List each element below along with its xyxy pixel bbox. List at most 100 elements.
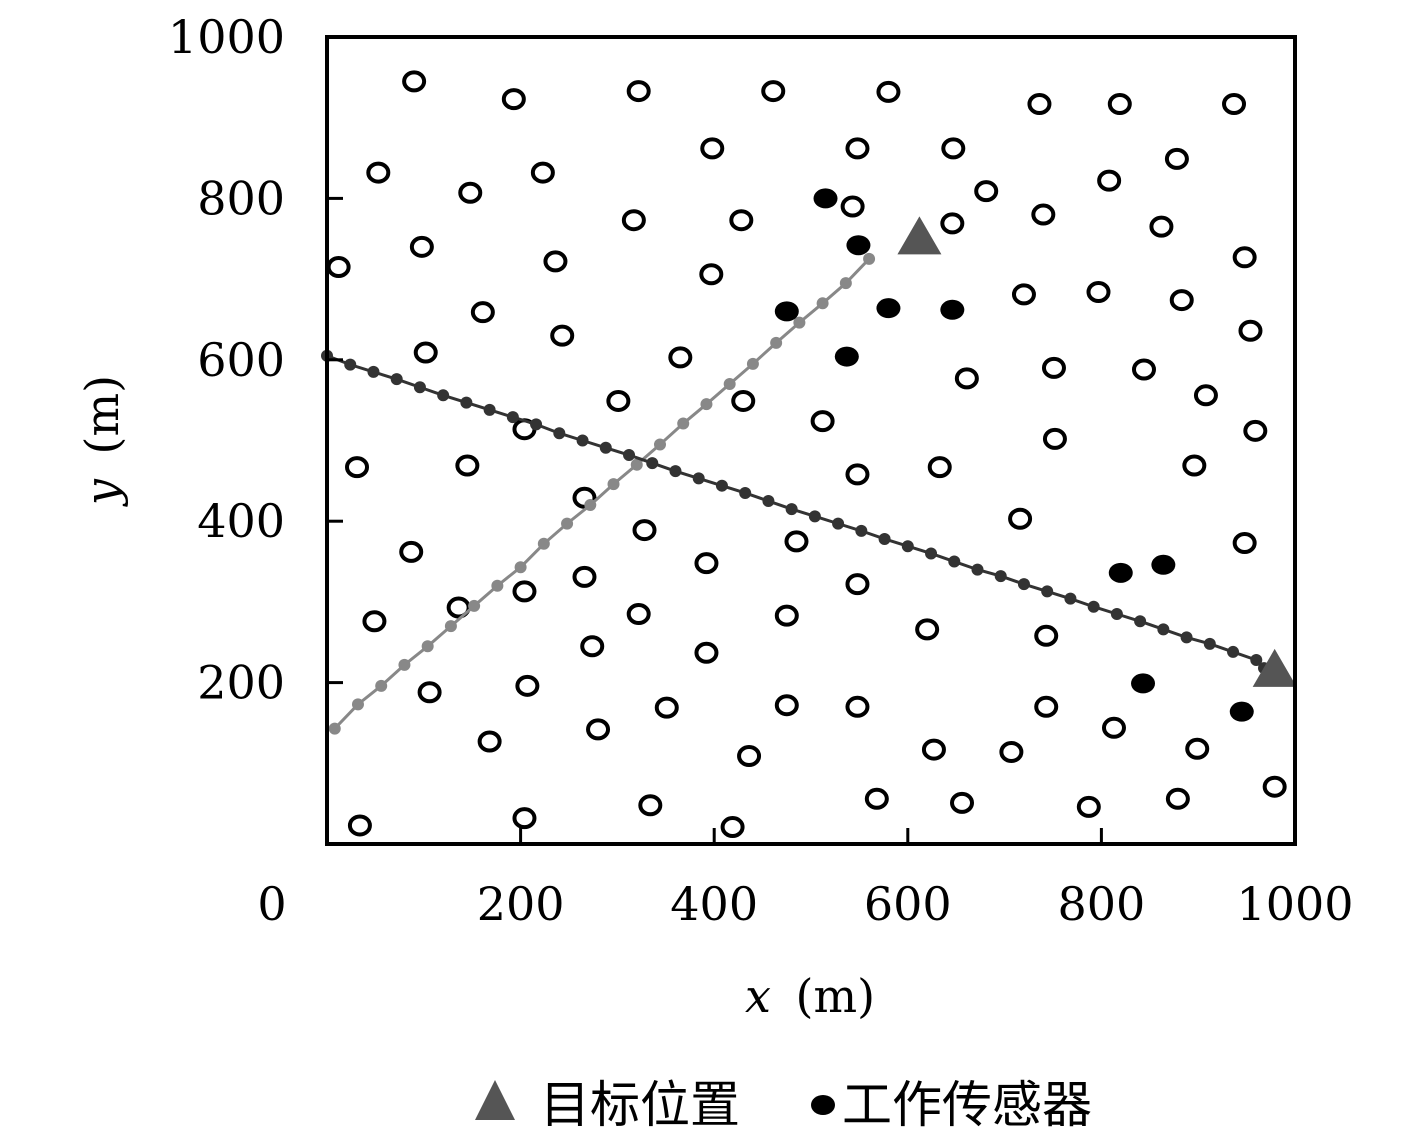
target-track-grey-point (351, 698, 364, 711)
target-track-grey-point (468, 599, 481, 612)
target-track-dark-point (1180, 631, 1193, 644)
x-tick-label: 800 (1057, 877, 1145, 931)
idle-sensor (455, 454, 480, 477)
x-axis-variable: x (745, 969, 771, 1023)
idle-sensor (729, 209, 754, 232)
idle-sensor (626, 80, 651, 103)
idle-sensor (810, 410, 835, 433)
target-track-dark-point (669, 465, 682, 478)
idle-sensor (417, 681, 442, 704)
target-track-grey-point (444, 620, 457, 633)
target-track-dark-point (808, 510, 821, 523)
working-sensor (813, 188, 838, 209)
idle-sensor (1182, 454, 1207, 477)
idle-sensor (1008, 507, 1033, 530)
target-track-grey-point (328, 722, 341, 735)
idle-sensor (954, 367, 979, 390)
target-track-grey-point (398, 658, 411, 671)
target-track-dark-point (599, 441, 612, 454)
target-track-dark-point (1250, 654, 1263, 667)
idle-sensor (1262, 775, 1287, 798)
idle-sensor (1149, 215, 1174, 238)
idle-sensor (501, 88, 526, 111)
target-track-dark-point (390, 373, 403, 386)
target-track-dark-point (762, 495, 775, 508)
idle-sensor (606, 389, 631, 412)
target-track-dark-point (692, 472, 705, 485)
idle-sensor (845, 695, 870, 718)
idle-sensor (1232, 246, 1257, 269)
y-tick-label: 200 (197, 656, 285, 710)
idle-sensor (1034, 695, 1059, 718)
y-axis-variable: y (75, 478, 129, 507)
target-track-dark-point (971, 563, 984, 576)
idle-sensor (512, 580, 537, 603)
idle-sensor (654, 696, 679, 719)
target-track-dark-point (344, 358, 357, 371)
idle-sensor (470, 301, 495, 324)
y-tick-label: 400 (197, 494, 285, 548)
target-track-grey-point (375, 679, 388, 692)
target-track-dark-point (901, 540, 914, 553)
target-track-dark-point (739, 486, 752, 499)
legend-working-sensor-label: 工作传感器 (842, 1076, 1092, 1134)
idle-sensor (720, 816, 745, 839)
legend-target-label: 目标位置 (540, 1076, 740, 1134)
working-sensor (940, 299, 965, 320)
idle-sensor (1165, 787, 1190, 810)
idle-sensor (638, 794, 663, 817)
plot-layer (321, 70, 1297, 839)
idle-sensor (974, 180, 999, 203)
target-track-grey-point (514, 561, 527, 574)
idle-sensor (1042, 427, 1067, 450)
idle-sensor (694, 552, 719, 575)
target-track-dark-point (715, 479, 728, 492)
idle-sensor (621, 209, 646, 232)
target-position (1252, 648, 1297, 687)
idle-sensor (347, 814, 372, 837)
target-track-dark-point (367, 365, 380, 378)
idle-sensor (761, 80, 786, 103)
x-axis-unit: (m) (796, 969, 876, 1023)
idle-sensor (1232, 531, 1257, 554)
idle-sensor (413, 341, 438, 364)
idle-sensor (950, 791, 975, 814)
y-axis-label: y (m) (75, 375, 129, 507)
svg-text:x (m): x (m) (745, 969, 875, 1023)
working-sensor (846, 235, 871, 256)
idle-sensor (940, 212, 965, 235)
idle-sensor (543, 250, 568, 273)
idle-sensor (530, 161, 555, 184)
target-track-dark-point (530, 418, 543, 431)
idle-sensor (632, 519, 657, 542)
idle-sensor (345, 456, 370, 479)
idle-sensor (915, 618, 940, 641)
legend: 目标位置 工作传感器 (475, 1076, 1092, 1134)
idle-sensor (1164, 147, 1189, 170)
idle-sensor (1027, 92, 1052, 115)
target-position (897, 216, 942, 255)
idle-sensor (1011, 283, 1036, 306)
target-track-dark-point (1110, 608, 1123, 621)
target-track-dark-point (1041, 585, 1054, 598)
target-track-dark-point (646, 457, 659, 470)
working-sensor (834, 346, 859, 367)
working-sensor (1151, 554, 1176, 575)
idle-sensor (1086, 281, 1111, 304)
target-track-dark-point (413, 381, 426, 394)
idle-sensor (362, 610, 387, 633)
idle-sensor (626, 603, 651, 626)
idle-sensor (399, 540, 424, 563)
target-track-dark-point (483, 403, 496, 416)
idle-sensor (731, 389, 756, 412)
target-track-dark-point (1087, 600, 1100, 613)
idle-sensor (876, 80, 901, 103)
target-track-dark-point (576, 434, 589, 447)
origin-tick-label: 0 (257, 877, 286, 931)
idle-sensor (477, 730, 502, 753)
idle-sensor (1131, 358, 1156, 381)
target-track-dark-point (1157, 623, 1170, 636)
target-track-grey-point (607, 478, 620, 491)
idle-sensor (580, 635, 605, 658)
